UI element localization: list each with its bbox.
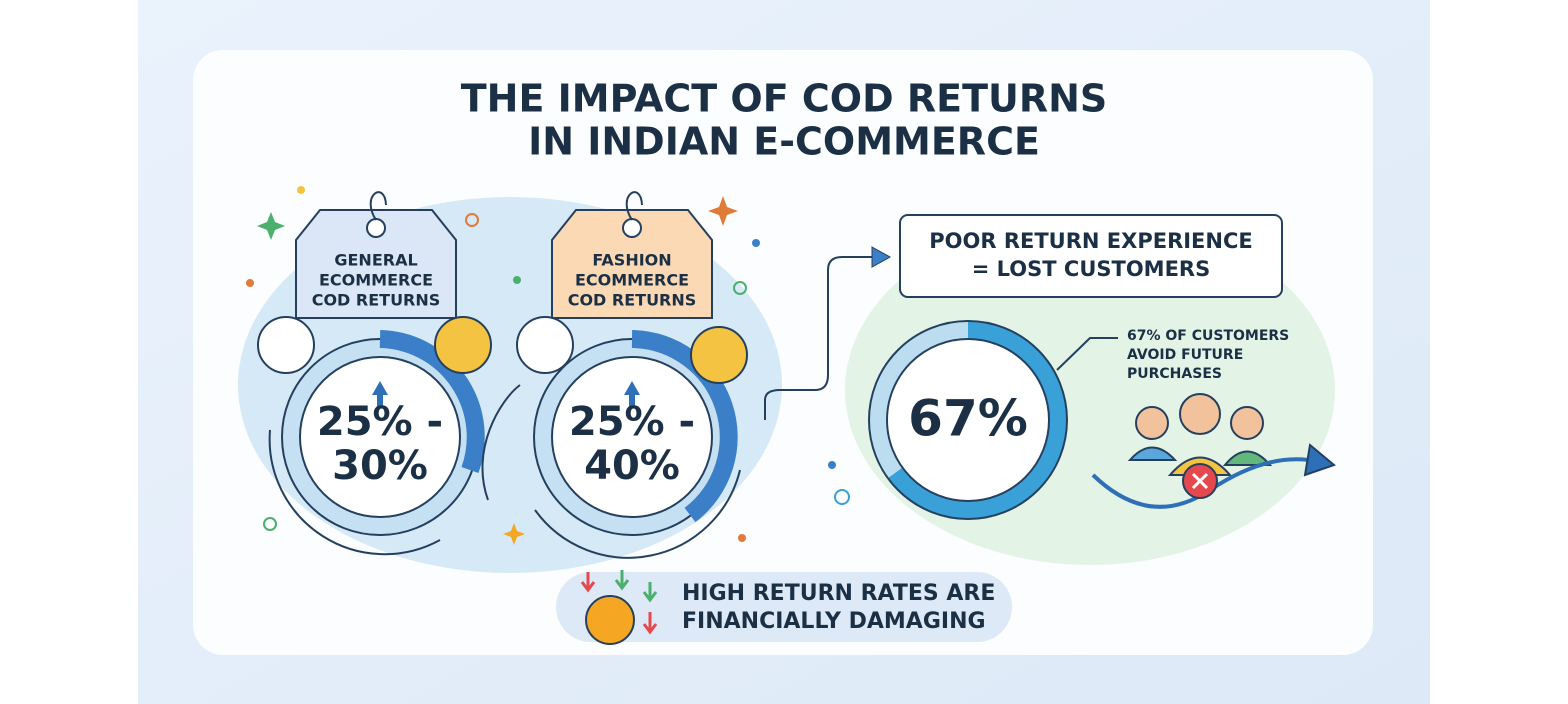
callout-value: 67% [908, 390, 1028, 448]
tag-line: COD RETURNS [568, 291, 697, 310]
tag-line: ECOMMERCE [575, 271, 689, 290]
callout-heading: POOR RETURN EXPERIENCE [929, 229, 1252, 253]
tag-line: GENERAL [334, 251, 417, 270]
cart-icon [257, 316, 315, 374]
shirt-icon [516, 316, 574, 374]
note-line: 67% OF CUSTOMERS [1127, 328, 1289, 344]
tag-line: COD RETURNS [312, 291, 441, 310]
ring-general [268, 330, 485, 556]
note-line: AVOID FUTURE [1127, 347, 1243, 363]
stat-value: 25% - [317, 399, 443, 445]
ring-lost [868, 320, 1068, 520]
tag-line: ECOMMERCE [319, 271, 433, 290]
title-line: THE IMPACT OF COD RETURNS [461, 77, 1108, 121]
footer-pill [556, 572, 1012, 642]
return-icon [434, 316, 492, 374]
return-icon [690, 326, 748, 384]
callout-heading: = LOST CUSTOMERS [972, 257, 1210, 281]
stat-value: 30% [332, 443, 428, 489]
footer-line: FINANCIALLY DAMAGING [682, 609, 986, 634]
connector-arrow [764, 256, 880, 420]
tag-general [295, 191, 457, 319]
money-icon [580, 570, 658, 645]
tag-fashion [551, 191, 713, 319]
arrow-head [871, 246, 892, 268]
people-icon [1091, 393, 1337, 509]
decor-dots [246, 186, 850, 545]
tag-line: FASHION [592, 251, 671, 270]
title-line: IN INDIAN E-COMMERCE [528, 120, 1040, 164]
stat-value: 25% - [569, 399, 695, 445]
callout-box [899, 214, 1283, 298]
ring-fashion [481, 330, 741, 559]
leader-line [1056, 337, 1118, 371]
footer-line: HIGH RETURN RATES ARE [682, 581, 995, 606]
note-line: PURCHASES [1127, 366, 1222, 382]
stat-value: 40% [584, 443, 680, 489]
